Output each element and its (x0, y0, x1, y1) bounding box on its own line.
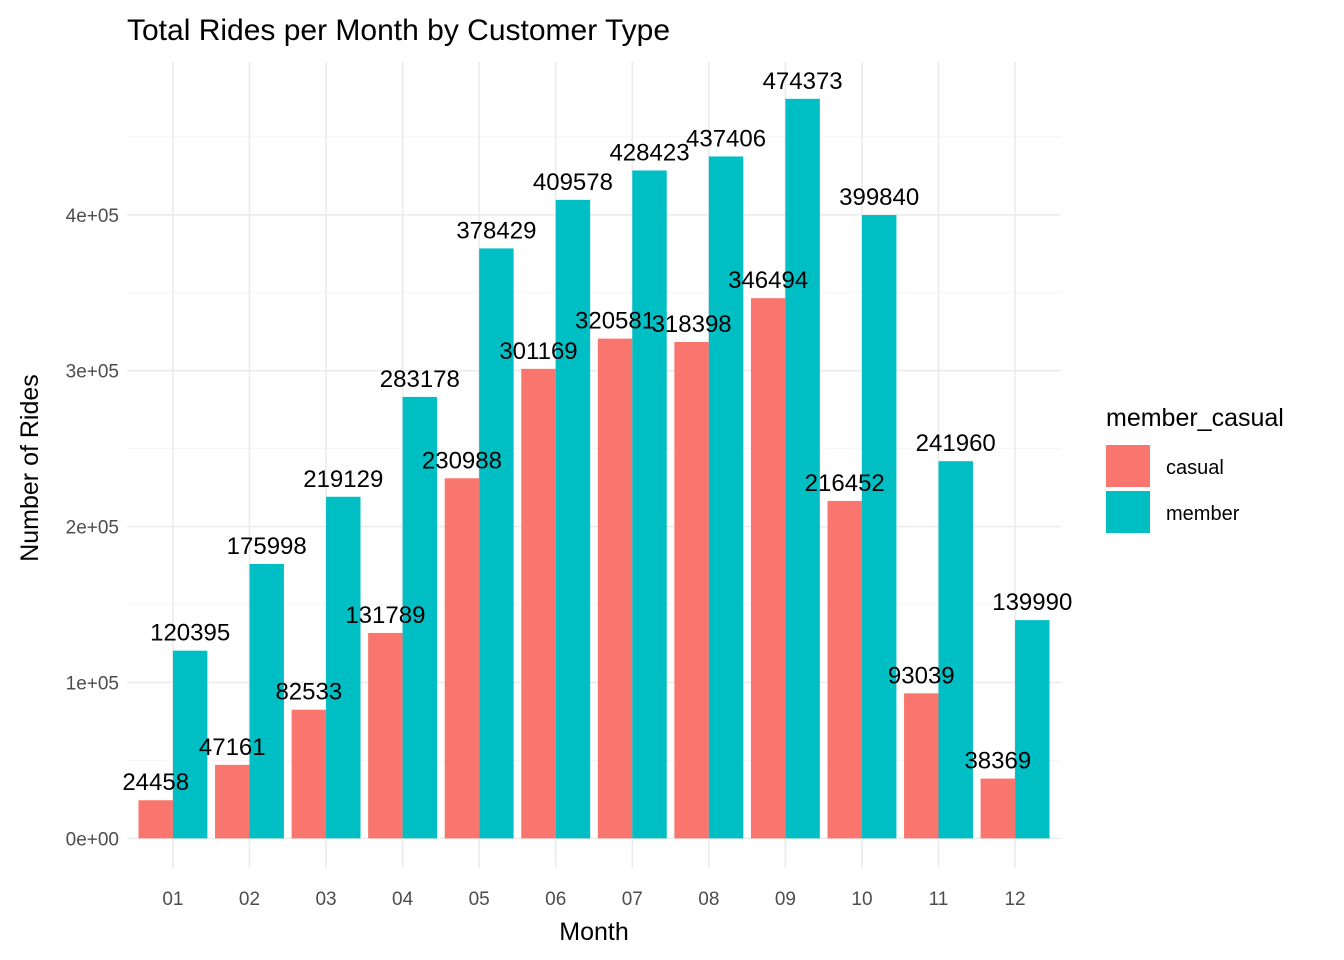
data-label-casual-06: 301169 (499, 338, 577, 365)
legend-title: member_casual (1106, 404, 1284, 432)
data-label-member-03: 219129 (303, 466, 383, 493)
bar-casual-05 (444, 478, 480, 839)
x-tick-label: 02 (239, 889, 260, 910)
x-tick-label: 06 (545, 889, 566, 910)
legend-swatch-member (1106, 491, 1150, 533)
data-label-member-09: 474373 (763, 68, 843, 95)
data-label-member-01: 120395 (150, 620, 230, 647)
bar-casual-10 (827, 500, 862, 839)
data-label-member-02: 175998 (227, 533, 307, 560)
x-axis-ticks: 01 02 03 04 05 06 07 08 09 10 11 12 (162, 889, 1025, 910)
x-tick-label: 05 (469, 889, 490, 910)
bar-casual-02 (215, 764, 250, 839)
legend-label-casual: casual (1166, 457, 1224, 479)
data-label-casual-05: 230988 (422, 447, 502, 474)
bar-member-08 (708, 156, 744, 839)
bar-member-04 (402, 396, 438, 839)
data-labels: 2445847161825331317892309883011693205813… (122, 68, 1072, 796)
data-label-member-11: 241960 (916, 430, 996, 457)
legend-label-member: member (1166, 503, 1240, 525)
x-tick-label: 12 (1004, 889, 1025, 910)
data-label-casual-07: 320581 (575, 308, 655, 335)
bar-casual-07 (597, 338, 633, 839)
bar-member-05 (479, 248, 514, 839)
bar-casual-09 (750, 298, 786, 839)
x-tick-label: 07 (622, 889, 643, 910)
bar-member-12 (1015, 620, 1050, 839)
legend-items: casual member (1106, 445, 1240, 533)
x-tick-label: 11 (929, 889, 949, 910)
bar-casual-01 (138, 800, 173, 839)
data-label-casual-08: 318398 (652, 311, 732, 338)
bar-member-03 (326, 496, 361, 839)
bar-casual-04 (368, 632, 403, 839)
bar-member-07 (632, 170, 667, 839)
data-label-member-08: 437406 (686, 125, 766, 152)
y-tick-label: 4e+05 (66, 206, 119, 227)
x-tick-label: 08 (698, 889, 719, 910)
x-tick-label: 04 (392, 889, 414, 910)
bar-member-01 (172, 650, 208, 839)
data-label-casual-12: 38369 (964, 748, 1031, 775)
legend: member_casual casual member (1106, 404, 1284, 533)
legend-swatch-casual (1106, 445, 1150, 487)
data-label-casual-01: 24458 (122, 769, 189, 796)
data-label-casual-02: 47161 (199, 734, 266, 761)
data-label-casual-04: 131789 (345, 602, 425, 629)
data-label-casual-10: 216452 (805, 470, 885, 497)
bar-member-09 (785, 98, 820, 839)
bar-casual-06 (521, 368, 556, 839)
bar-member-02 (249, 563, 284, 839)
y-tick-label: 3e+05 (66, 362, 119, 383)
x-tick-label: 10 (851, 889, 872, 910)
bar-member-10 (861, 215, 897, 839)
data-label-casual-11: 93039 (888, 662, 955, 689)
chart-title: Total Rides per Month by Customer Type (127, 14, 670, 47)
bar-member-06 (555, 199, 591, 839)
y-tick-label: 2e+05 (66, 518, 119, 539)
data-label-member-10: 399840 (839, 184, 919, 211)
y-axis-title: Number of Rides (16, 374, 44, 562)
y-tick-label: 1e+05 (66, 673, 119, 694)
y-tick-label: 0e+00 (66, 829, 119, 850)
bar-casual-12 (980, 778, 1016, 839)
y-axis-ticks: 0e+00 1e+05 2e+05 3e+05 4e+05 (66, 206, 119, 851)
x-tick-label: 03 (315, 889, 336, 910)
data-label-member-06: 409578 (533, 169, 613, 196)
bar-member-11 (938, 461, 973, 839)
bars (138, 98, 1050, 839)
bar-casual-11 (904, 693, 939, 839)
x-tick-label: 09 (775, 889, 796, 910)
bar-casual-08 (674, 341, 709, 839)
x-axis-title: Month (559, 918, 628, 946)
data-label-member-04: 283178 (380, 366, 460, 393)
data-label-casual-09: 346494 (728, 267, 808, 294)
data-label-casual-03: 82533 (275, 679, 342, 706)
x-tick-label: 01 (162, 889, 183, 910)
bar-casual-03 (291, 709, 327, 839)
data-label-member-05: 378429 (456, 217, 536, 244)
data-label-member-07: 428423 (609, 139, 689, 166)
data-label-member-12: 139990 (992, 589, 1072, 616)
